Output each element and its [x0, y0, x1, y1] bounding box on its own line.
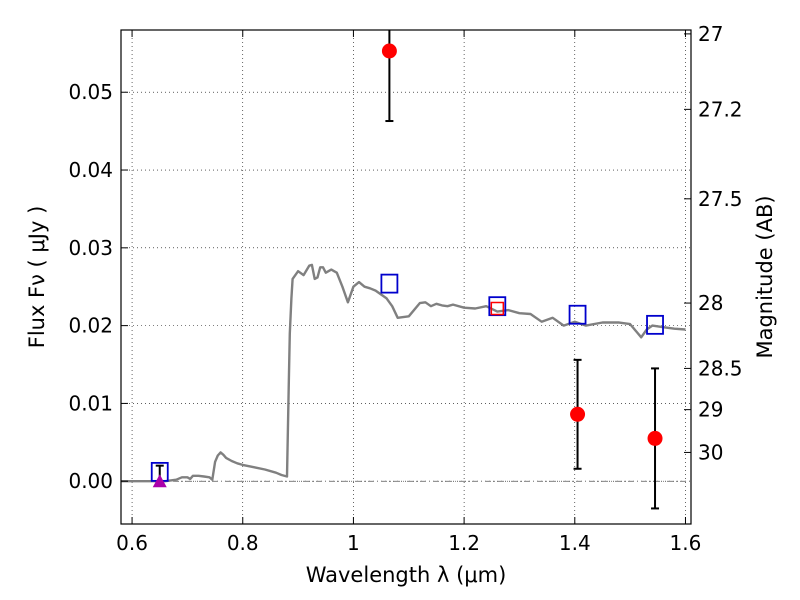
observed-flux-point [647, 430, 663, 446]
x-tick-label: 0.6 [116, 531, 148, 555]
plot-area-background [121, 30, 691, 524]
x-axis-label: Wavelength λ (μm) [306, 563, 507, 587]
y-tick-label: 0.04 [68, 158, 113, 182]
x-tick-label: 0.8 [227, 531, 259, 555]
magnitude-tick-label: 27.5 [698, 187, 743, 211]
y2-axis-label: Magnitude (AB) [753, 195, 777, 358]
y-tick-label: 0.00 [68, 469, 113, 493]
observed-flux-point [570, 406, 586, 422]
magnitude-tick-label: 28.5 [698, 356, 743, 380]
y-tick-label: 0.01 [68, 391, 113, 415]
observed-flux-point [381, 43, 397, 59]
model-flux-square [646, 314, 664, 335]
x-tick-label: 1.2 [448, 531, 480, 555]
magnitude-tick-label: 28 [698, 291, 723, 315]
magnitude-tick-label: 27.2 [698, 97, 743, 121]
x-tick-label: 1.6 [670, 531, 702, 555]
x-tick-label: 1 [347, 531, 360, 555]
model-flux-square [380, 273, 399, 294]
y-axis-label: Flux Fν ( μJy ) [25, 206, 49, 349]
plot-frame [120, 29, 692, 525]
nondetection-triangle [152, 474, 167, 488]
template-spectrum-line [121, 263, 686, 483]
observed-flux-open-square [490, 301, 505, 316]
y-tick-label: 0.02 [68, 314, 113, 338]
magnitude-tick-label: 27 [698, 22, 723, 46]
grid [121, 30, 691, 524]
x-tick-label: 1.4 [559, 531, 591, 555]
magnitude-tick-label: 29 [698, 398, 723, 422]
magnitude-tick-label: 30 [698, 440, 723, 464]
data-marks [121, 30, 686, 510]
y-tick-label: 0.05 [68, 80, 113, 104]
axis-ticks: 0.6 0.8 1 1.2 1.4 1.6 0.00 0.01 0.02 0.03 0.04 0.05… [68, 22, 742, 555]
y-tick-label: 0.03 [68, 236, 113, 260]
model-flux-square [568, 304, 587, 325]
